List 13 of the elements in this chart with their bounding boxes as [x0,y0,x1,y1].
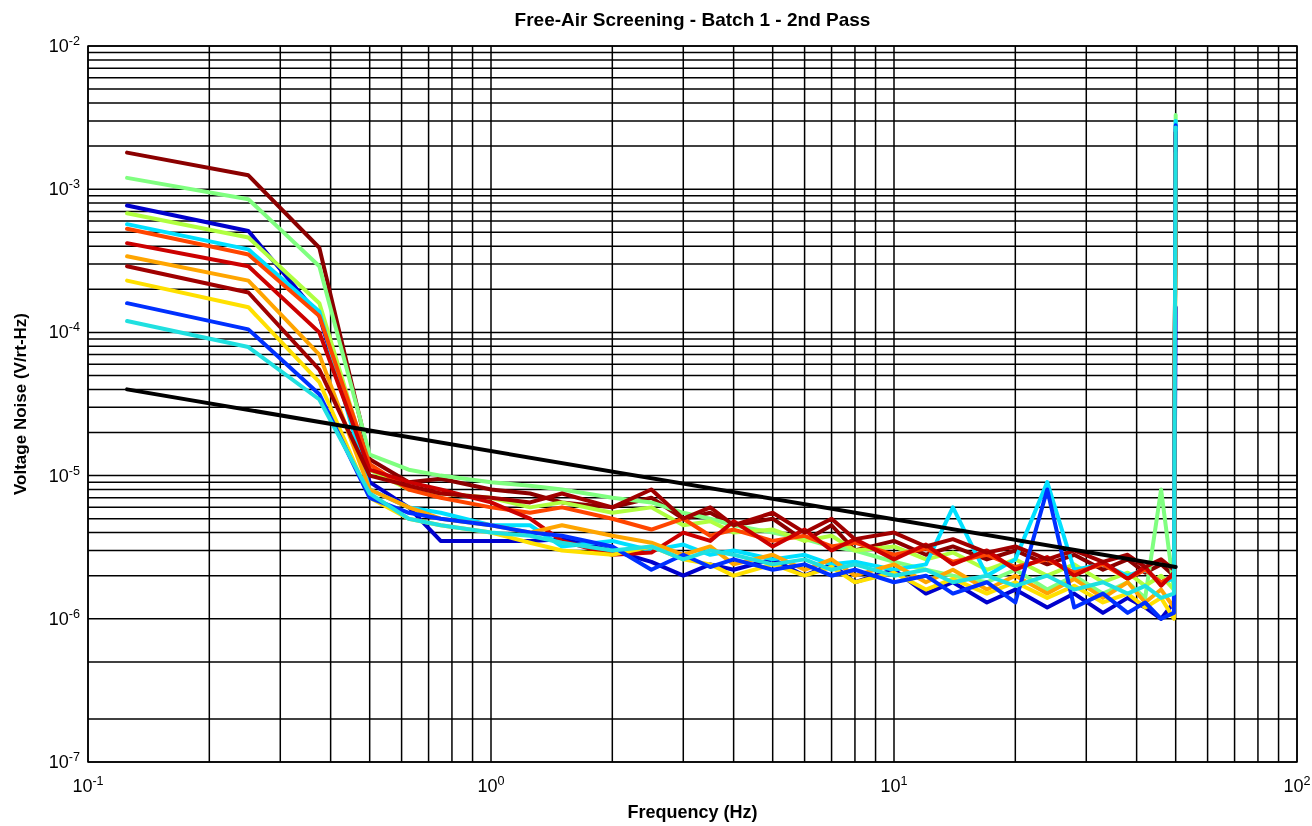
y-tick-label: 10$^{-5}$ [48,463,80,486]
chart-title: Free-Air Screening - Batch 1 - 2nd Pass [514,9,871,30]
y-axis-title: Voltage Noise (V/rt-Hz) [11,313,30,495]
y-tick-label: 10$^{-3}$ [48,177,80,200]
y-tick-label: 10$^{-4}$ [48,320,80,343]
y-tick-label: 10$^{-2}$ [48,34,80,56]
y-tick-label: 10$^{-6}$ [48,606,80,629]
y-tick-label: 10$^{-7}$ [48,750,80,772]
x-axis-title: Frequency (Hz) [627,802,758,822]
x-tick-label: 10$^{2}$ [1283,774,1311,796]
x-tick-label: 10$^{-1}$ [72,774,104,796]
x-tick-label: 10$^{1}$ [880,774,908,796]
x-tick-label: 10$^{0}$ [477,774,505,796]
